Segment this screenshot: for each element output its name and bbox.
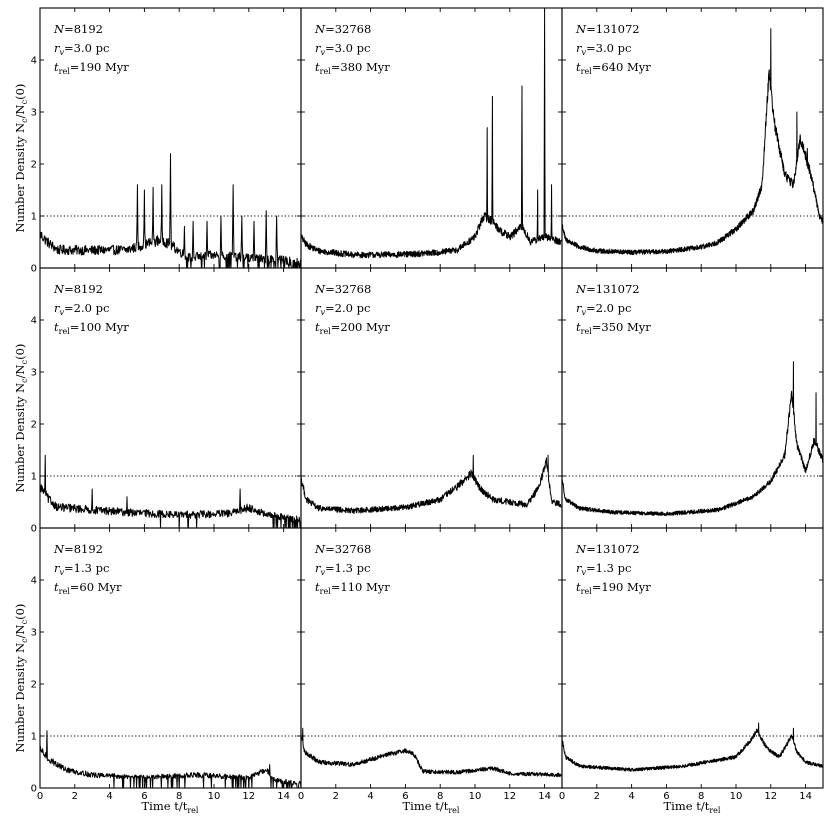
series-line bbox=[562, 361, 823, 517]
panel-label-n: N=131072 bbox=[575, 22, 640, 36]
panel-label-n: N=32768 bbox=[314, 282, 371, 296]
y-tick-label: 4 bbox=[31, 56, 37, 67]
panel-label-trel: trel=380 Myr bbox=[315, 60, 390, 76]
panel-label-n: N=32768 bbox=[314, 22, 371, 36]
x-axis-label: Time t/trel bbox=[403, 799, 460, 815]
x-tick-label: 12 bbox=[764, 791, 777, 802]
y-tick-label: 0 bbox=[31, 264, 37, 275]
panel-label-trel: trel=190 Myr bbox=[576, 580, 651, 596]
x-tick-label: 0 bbox=[559, 791, 565, 802]
panel-label-rv: rv=3.0 pc bbox=[54, 41, 109, 57]
panel-label-rv: rv=1.3 pc bbox=[576, 561, 631, 577]
x-tick-label: 12 bbox=[503, 791, 516, 802]
x-tick-label: 0 bbox=[298, 791, 304, 802]
x-tick-label: 10 bbox=[730, 791, 743, 802]
x-tick-label: 8 bbox=[176, 791, 182, 802]
series-line bbox=[301, 8, 562, 259]
x-tick-label: 6 bbox=[141, 791, 147, 802]
x-axis-label: Time t/trel bbox=[142, 799, 199, 815]
y-tick-label: 4 bbox=[31, 576, 37, 587]
y-tick-label: 1 bbox=[31, 472, 37, 483]
panel: 0 1 2 3 4 N=8192 rv=2.0 pc trel=100 Myr bbox=[31, 267, 302, 535]
panel-frame bbox=[561, 527, 824, 789]
panel: N=32768 rv=3.0 pc trel=380 Myr bbox=[300, 7, 563, 269]
panel: 0 1 2 3 4 N=8192 rv=3.0 pc trel=190 Myr bbox=[31, 7, 302, 275]
panel-label-rv: rv=2.0 pc bbox=[54, 301, 109, 317]
panel-label-rv: rv=2.0 pc bbox=[576, 301, 631, 317]
x-tick-label: 2 bbox=[72, 791, 78, 802]
x-tick-label: 12 bbox=[242, 791, 255, 802]
panel: 0 2 4 6 8 10 12 14 N=32768 rv=1.3 pc trel=110 Myr bbox=[298, 527, 563, 802]
x-tick-label: 4 bbox=[628, 791, 634, 802]
x-tick-label: 10 bbox=[469, 791, 482, 802]
panel-label-trel: trel=100 Myr bbox=[54, 320, 129, 336]
panel-label-trel: trel=60 Myr bbox=[54, 580, 122, 596]
panel-label-trel: trel=110 Myr bbox=[315, 580, 390, 596]
series-line bbox=[562, 28, 823, 256]
x-axis-label: Time t/trel bbox=[664, 799, 721, 815]
panel-label-n: N=8192 bbox=[53, 22, 103, 36]
panel-label-n: N=32768 bbox=[314, 542, 371, 556]
panel-label-n: N=8192 bbox=[53, 542, 103, 556]
x-tick-label: 6 bbox=[663, 791, 669, 802]
panel: N=131072 rv=3.0 pc trel=640 Myr bbox=[561, 7, 824, 269]
series-line bbox=[301, 454, 562, 515]
y-tick-label: 0 bbox=[31, 524, 37, 535]
panel: 0 2 4 6 8 10 12 14 N=131072 rv=1.3 pc trel=190 Myr bbox=[559, 527, 824, 802]
panel-label-trel: trel=350 Myr bbox=[576, 320, 651, 336]
x-tick-label: 10 bbox=[208, 791, 221, 802]
panel-label-trel: trel=640 Myr bbox=[576, 60, 651, 76]
x-tick-label: 8 bbox=[698, 791, 704, 802]
x-tick-label: 2 bbox=[594, 791, 600, 802]
panel-label-n: N=8192 bbox=[53, 282, 103, 296]
y-tick-label: 4 bbox=[31, 316, 37, 327]
panel-label-trel: trel=200 Myr bbox=[315, 320, 390, 336]
panel: N=32768 rv=2.0 pc trel=200 Myr bbox=[300, 267, 563, 529]
x-tick-label: 6 bbox=[402, 791, 408, 802]
panel: N=131072 rv=2.0 pc trel=350 Myr bbox=[561, 267, 824, 529]
series-line bbox=[40, 153, 301, 268]
x-tick-label: 4 bbox=[367, 791, 373, 802]
series-line bbox=[562, 722, 823, 772]
x-tick-label: 4 bbox=[106, 791, 112, 802]
y-axis-label: Number Density Nc/Nc(0) bbox=[13, 344, 29, 493]
x-tick-label: 14 bbox=[799, 791, 812, 802]
y-axis-label: Number Density Nc/Nc(0) bbox=[13, 604, 29, 753]
panel-label-n: N=131072 bbox=[575, 282, 640, 296]
panel-label-rv: rv=1.3 pc bbox=[54, 561, 109, 577]
panel-label-rv: rv=1.3 pc bbox=[315, 561, 370, 577]
series-line bbox=[40, 454, 301, 528]
panel-label-rv: rv=3.0 pc bbox=[576, 41, 631, 57]
y-tick-label: 0 bbox=[31, 784, 37, 795]
y-axis-label: Number Density Nc/Nc(0) bbox=[13, 84, 29, 233]
y-tick-label: 3 bbox=[31, 368, 37, 379]
series-line bbox=[40, 730, 301, 788]
panel-label-n: N=131072 bbox=[575, 542, 640, 556]
y-tick-label: 3 bbox=[31, 108, 37, 119]
x-tick-label: 0 bbox=[37, 791, 43, 802]
x-tick-label: 14 bbox=[538, 791, 551, 802]
panel-label-rv: rv=3.0 pc bbox=[315, 41, 370, 57]
panel-label-trel: trel=190 Myr bbox=[54, 60, 129, 76]
y-tick-label: 2 bbox=[31, 420, 37, 431]
x-tick-label: 14 bbox=[277, 791, 290, 802]
y-tick-label: 3 bbox=[31, 628, 37, 639]
y-tick-label: 1 bbox=[31, 212, 37, 223]
x-tick-label: 2 bbox=[333, 791, 339, 802]
y-tick-label: 1 bbox=[31, 732, 37, 743]
y-tick-label: 2 bbox=[31, 160, 37, 171]
panel-label-rv: rv=2.0 pc bbox=[315, 301, 370, 317]
x-tick-label: 8 bbox=[437, 791, 443, 802]
series-line bbox=[301, 727, 562, 778]
y-tick-label: 2 bbox=[31, 680, 37, 691]
